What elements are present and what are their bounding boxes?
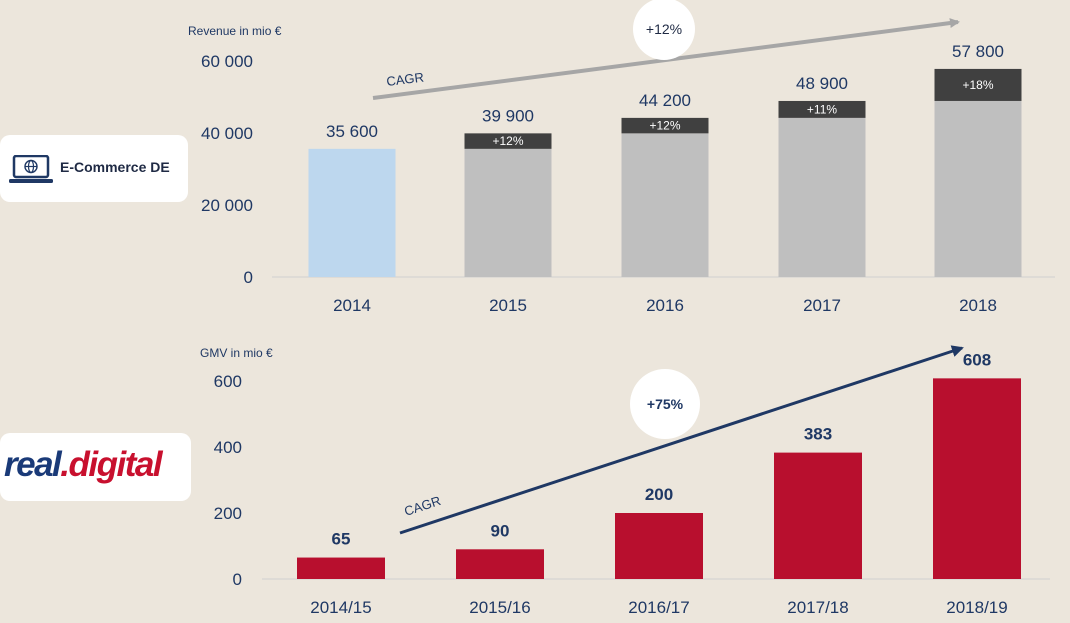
- top-bar: [308, 148, 396, 277]
- bottom-bar: [774, 452, 862, 579]
- top-chart-marks: 0 20 000 40 000 60 000 35 600 2014 +12% 39 900 2…: [201, 42, 1022, 315]
- top-bar-base: [934, 100, 1022, 278]
- top-bar-growth: [934, 68, 1022, 101]
- bottom-value-label: 90: [491, 521, 510, 540]
- real-digital-logo: real.digital: [4, 445, 163, 484]
- top-value-label: 44 200: [639, 91, 691, 110]
- top-bar-growth: [778, 100, 866, 118]
- ecommerce-badge: E-Commerce DE: [0, 135, 188, 202]
- top-value-label: 48 900: [796, 74, 848, 93]
- top-bar-growth: [464, 133, 552, 149]
- bottom-cagr-label: CAGR: [402, 493, 442, 519]
- bottom-y-tick-label: 600: [214, 372, 242, 391]
- bottom-x-tick-label: 2014/15: [310, 598, 371, 617]
- bottom-y-tick-label: 0: [233, 570, 242, 589]
- top-y-tick-label: 0: [244, 268, 253, 287]
- top-y-tick-label: 60 000: [201, 52, 253, 71]
- top-cagr-value: +12%: [646, 21, 682, 37]
- bottom-y-axis-title: GMV in mio €: [200, 346, 273, 360]
- top-cagr-bubble: [633, 0, 695, 60]
- bottom-x-tick-label: 2015/16: [469, 598, 530, 617]
- bottom-bar: [933, 378, 1021, 579]
- bottom-cagr-value: +75%: [647, 396, 684, 412]
- top-growth-label: +12%: [492, 134, 523, 148]
- bottom-cagr-bubble: [630, 369, 700, 439]
- bottom-x-tick-label: 2016/17: [628, 598, 689, 617]
- top-value-label: 57 800: [952, 42, 1004, 61]
- top-y-axis-title: Revenue in mio €: [188, 24, 282, 38]
- top-bar-base: [778, 117, 866, 277]
- bottom-value-label: 383: [804, 425, 832, 444]
- ecommerce-label: E-Commerce DE: [60, 159, 170, 175]
- top-x-tick-label: 2014: [333, 296, 371, 315]
- bottom-value-label: 200: [645, 485, 673, 504]
- top-bar-base: [621, 133, 709, 277]
- bottom-value-label: 608: [963, 350, 991, 369]
- top-cagr-label: CAGR: [386, 70, 425, 89]
- bottom-cagr-arrow: [399, 345, 964, 535]
- bottom-y-tick-label: 200: [214, 504, 242, 523]
- laptop-globe-icon: [9, 155, 53, 183]
- top-y-tick-label: 20 000: [201, 196, 253, 215]
- top-x-tick-label: 2015: [489, 296, 527, 315]
- top-value-label: 35 600: [326, 122, 378, 141]
- bottom-bar: [456, 549, 544, 579]
- top-x-tick-label: 2016: [646, 296, 684, 315]
- top-value-label: 39 900: [482, 106, 534, 125]
- bottom-y-tick-label: 400: [214, 438, 242, 457]
- top-x-tick-label: 2017: [803, 296, 841, 315]
- bottom-value-label: 65: [332, 530, 351, 549]
- top-cagr-arrow: [372, 18, 960, 100]
- top-growth-label: +18%: [962, 78, 993, 92]
- bottom-chart-marks: 0 200 400 600 65 2014/15 90 2015/16 200 2016/17 38…: [214, 350, 1021, 617]
- top-y-tick-label: 40 000: [201, 124, 253, 143]
- real-digital-badge: real.digital: [0, 433, 191, 501]
- bottom-x-tick-label: 2017/18: [787, 598, 848, 617]
- bottom-bar: [297, 557, 385, 579]
- top-bar-growth: [621, 117, 709, 134]
- top-bar-base: [464, 148, 552, 277]
- top-growth-label: +11%: [807, 102, 837, 116]
- top-x-tick-label: 2018: [959, 296, 997, 315]
- top-growth-label: +12%: [649, 119, 680, 133]
- bottom-bar: [615, 513, 703, 579]
- bottom-x-tick-label: 2018/19: [946, 598, 1007, 617]
